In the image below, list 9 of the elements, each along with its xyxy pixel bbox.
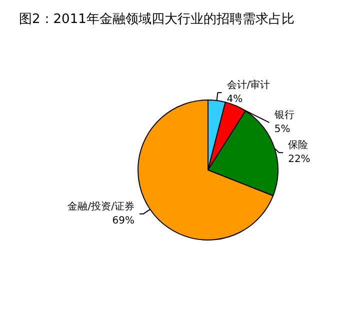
slice-label: 保险 [288,139,308,152]
slice-label: 金融/投资/证券 [68,200,134,212]
data-label: 69% [112,215,134,226]
chart-title: 图2：2011年金融领域四大行业的招聘需求占比 [19,12,294,27]
data-label: 22% [288,154,310,166]
data-label: 5% [274,124,290,136]
slice-label: 银行 [273,110,294,122]
slice-label: 会计/审计 [226,79,270,92]
data-label: 4% [226,94,243,106]
